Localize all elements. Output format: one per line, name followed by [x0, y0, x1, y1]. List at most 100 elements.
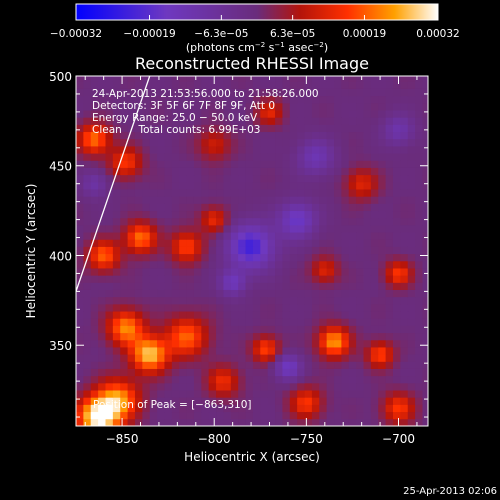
heatmap-cell: [275, 390, 283, 398]
heatmap-cell: [297, 253, 305, 262]
heatmap-cell: [179, 361, 187, 369]
heatmap-cell: [134, 167, 143, 176]
heatmap-cell: [134, 76, 143, 82]
heatmap-cell: [392, 117, 401, 125]
heatmap-cell: [392, 260, 401, 269]
heatmap-cell: [415, 131, 423, 140]
heatmap-cell: [112, 81, 121, 89]
heatmap-cell: [186, 224, 195, 233]
heatmap-cell: [112, 239, 121, 247]
heatmap-cell: [260, 325, 269, 334]
heatmap-cell: [348, 418, 357, 426]
heatmap-cell: [260, 203, 269, 212]
y-tick-label: 400: [49, 249, 72, 263]
heatmap-cell: [83, 224, 92, 233]
heatmap-cell: [216, 339, 224, 348]
heatmap-cell: [311, 167, 320, 176]
heatmap-cell: [127, 303, 136, 312]
heatmap-cell: [378, 239, 387, 247]
heatmap-cell: [260, 303, 269, 312]
heatmap-cell: [230, 181, 239, 190]
heatmap-cell: [164, 246, 173, 255]
heatmap-cell: [120, 296, 128, 305]
heatmap-cell: [157, 189, 165, 197]
heatmap-cell: [415, 332, 423, 341]
heatmap-cell: [208, 181, 217, 190]
heatmap-cell: [171, 411, 180, 420]
heatmap-cell: [120, 354, 128, 362]
heatmap-cell: [223, 339, 232, 348]
heatmap-cell: [245, 375, 254, 384]
heatmap-cell: [193, 95, 202, 104]
heatmap-cell: [392, 217, 401, 226]
heatmap-cell: [83, 102, 92, 111]
heatmap-cell: [208, 404, 217, 413]
heatmap-cell: [216, 124, 224, 133]
heatmap-cell: [415, 325, 423, 334]
heatmap-cell: [157, 339, 165, 348]
heatmap-cell: [90, 390, 99, 398]
heatmap-cell: [171, 318, 180, 326]
heatmap-cell: [311, 110, 320, 118]
heatmap-cell: [120, 102, 128, 111]
heatmap-cell: [90, 224, 99, 233]
heatmap-cell: [282, 189, 291, 197]
heatmap-cell: [90, 347, 99, 355]
heatmap-cell: [230, 138, 239, 147]
heatmap-cell: [289, 102, 298, 111]
heatmap-cell: [193, 131, 202, 140]
heatmap-cell: [157, 275, 165, 283]
heatmap-cell: [245, 117, 254, 125]
heatmap-cell: [356, 311, 364, 319]
x-tick-label: −750: [290, 432, 323, 446]
heatmap-cell: [134, 217, 143, 226]
heatmap-cell: [341, 275, 350, 283]
heatmap-cell: [238, 181, 246, 190]
heatmap-cell: [223, 361, 232, 369]
heatmap-cell: [112, 138, 121, 147]
heatmap-cell: [378, 296, 387, 305]
heatmap-cell: [193, 332, 202, 341]
heatmap-cell: [76, 246, 84, 255]
heatmap-cell: [326, 138, 335, 147]
heatmap-cell: [245, 81, 254, 89]
heatmap-cell: [112, 110, 121, 118]
heatmap-cell: [267, 210, 276, 219]
heatmap-cell: [201, 203, 210, 212]
heatmap-cell: [245, 167, 254, 176]
heatmap-cell: [326, 189, 335, 197]
heatmap-cell: [378, 131, 387, 140]
heatmap-cell: [392, 224, 401, 233]
heatmap-cell: [400, 196, 409, 204]
heatmap-cell: [201, 361, 210, 369]
heatmap-cell: [385, 210, 394, 219]
heatmap-cell: [230, 217, 239, 226]
heatmap-cell: [260, 117, 269, 125]
heatmap-cell: [157, 268, 165, 276]
heatmap-cell: [356, 354, 364, 362]
heatmap-cell: [348, 210, 357, 219]
heatmap-cell: [319, 289, 328, 298]
heatmap-cell: [378, 347, 387, 355]
heatmap-cell: [208, 224, 217, 233]
heatmap-cell: [392, 311, 401, 319]
heatmap-cell: [297, 131, 305, 140]
heatmap-cell: [134, 110, 143, 118]
heatmap-cell: [319, 117, 328, 125]
heatmap-cell: [201, 138, 210, 147]
heatmap-cell: [407, 282, 416, 290]
heatmap-cell: [422, 311, 428, 319]
heatmap-cell: [216, 189, 224, 197]
heatmap-cell: [90, 361, 99, 369]
heatmap-cell: [385, 167, 394, 176]
heatmap-cell: [216, 167, 224, 176]
heatmap-cell: [363, 203, 372, 212]
heatmap-cell: [304, 303, 313, 312]
heatmap-cell: [311, 289, 320, 298]
heatmap-cell: [238, 382, 246, 391]
heatmap-cell: [134, 282, 143, 290]
heatmap-image: [76, 76, 428, 426]
heatmap-cell: [201, 382, 210, 391]
heatmap-cell: [208, 268, 217, 276]
heatmap-cell: [216, 268, 224, 276]
